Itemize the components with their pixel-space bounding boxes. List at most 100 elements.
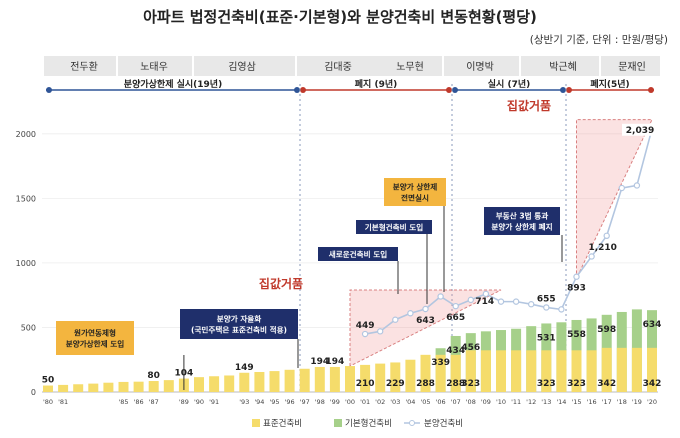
x-tick-label: '94: [254, 398, 264, 406]
x-tick-label: '01: [360, 398, 370, 406]
x-tick-label: '15: [571, 398, 581, 406]
standard-bar: [420, 354, 431, 392]
sale-price-point: [558, 306, 565, 313]
x-tick-label: '98: [315, 398, 325, 406]
annotation-box: [384, 178, 446, 206]
standard-data-label: 288: [446, 379, 465, 389]
sale-price-point: [452, 302, 459, 310]
annotation-text: 기본형건축비 도입: [365, 222, 424, 232]
annotation-text: 새로운건축비 도입: [329, 249, 388, 259]
period-end-dot: [560, 87, 566, 93]
standard-bar: [163, 380, 174, 392]
sale-price-point: [528, 301, 535, 308]
sale-data-label: 893: [567, 284, 586, 294]
standard-bar: [375, 363, 386, 392]
standard-bar: [450, 354, 461, 392]
standard-data-label: 342: [643, 379, 662, 389]
x-tick-label: '07: [451, 398, 461, 406]
standard-bar: [254, 371, 265, 392]
sale-price-point: [407, 310, 414, 317]
annotation-text: 전면실시: [401, 193, 429, 203]
standard-bar: [209, 376, 220, 392]
period-label: 실시 (7년): [488, 78, 530, 90]
x-tick-label: '10: [496, 398, 506, 406]
sale-price-point: [392, 316, 399, 323]
x-tick-label: '99: [330, 398, 340, 406]
standard-data-label: 149: [235, 363, 254, 373]
x-tick-label: '09: [481, 398, 491, 406]
standard-bar: [556, 350, 567, 392]
y-tick-label: 500: [21, 323, 36, 332]
standard-data-label: 210: [356, 379, 375, 389]
annotation-text: 원가연동제형: [74, 328, 116, 338]
standard-bar: [571, 350, 582, 392]
y-tick-label: 0: [31, 388, 36, 397]
standard-bar: [103, 382, 114, 392]
x-tick-label: '19: [632, 398, 642, 406]
president-label: 김대중: [324, 61, 352, 73]
standard-bar: [496, 350, 506, 392]
x-tick-label: '04: [405, 398, 415, 406]
x-tick-label: '18: [617, 398, 627, 406]
bubble-region-2: [576, 119, 653, 279]
x-tick-label: '11: [511, 398, 521, 406]
president-label: 전두환: [70, 61, 98, 73]
annotation-box: [356, 220, 432, 234]
x-tick-label: '90: [194, 398, 204, 406]
standard-bar: [73, 384, 84, 392]
x-tick-label: '06: [436, 398, 446, 406]
y-tick-label: 2000: [16, 130, 36, 139]
president-header-bar: [44, 56, 660, 76]
standard-bar: [601, 347, 612, 392]
chart-title: 아파트 법정건축비(표준·기본형)와 분양건축비 변동현황(평당): [143, 8, 537, 26]
sale-data-label: 665: [446, 313, 465, 323]
standard-data-label: 342: [597, 379, 616, 389]
sale-price-point: [603, 232, 610, 239]
standard-bar: [88, 383, 99, 392]
period-label: 폐지 (9년): [355, 78, 397, 90]
annotation-text: 분양가상한제 도입: [66, 339, 125, 349]
standard-bar: [284, 369, 295, 392]
standard-bar: [586, 350, 597, 392]
x-tick-label: '85: [118, 398, 128, 406]
standard-bar: [480, 350, 491, 392]
bubble-callout-1: 집값거품: [259, 276, 303, 291]
president-label: 박근혜: [549, 61, 577, 73]
standard-bar: [299, 368, 310, 392]
legend-swatch-standard: [252, 419, 260, 427]
period-start-dot: [566, 87, 572, 93]
annotation-text: 부동산 3법 통과: [496, 211, 549, 221]
x-tick-label: '03: [390, 398, 400, 406]
legend-label-standard: 표준건축비: [263, 418, 302, 429]
period-end-dot: [446, 87, 452, 93]
legend-swatch-basic: [334, 419, 342, 427]
sale-data-label: 643: [416, 316, 435, 326]
sale-data-label: 449: [356, 321, 375, 331]
sale-price-point: [422, 305, 429, 313]
standard-data-label: 80: [147, 371, 160, 381]
x-tick-label: '87: [149, 398, 159, 406]
legend-label-basic: 기본형건축비: [345, 418, 392, 429]
period-label: 분양가상한제 실시(19년): [124, 78, 222, 90]
standard-data-label: 323: [537, 379, 556, 389]
x-tick-label: '91: [209, 398, 219, 406]
y-tick-label: 1000: [16, 259, 36, 268]
standard-bar: [329, 366, 340, 392]
standard-data-label: 229: [386, 379, 405, 389]
sale-price-point: [618, 184, 626, 192]
period-label: 폐지(5년): [590, 78, 629, 90]
standard-bar: [465, 350, 476, 392]
sale-data-label: 655: [537, 294, 556, 304]
standard-bar: [511, 350, 522, 392]
sale-data-label: 2,039: [626, 126, 654, 136]
standard-bar: [647, 347, 657, 392]
standard-bar: [269, 371, 280, 392]
standard-bar: [133, 381, 144, 392]
x-tick-label: '14: [556, 398, 566, 406]
annotation-box: [484, 207, 560, 235]
sale-price-point: [377, 328, 384, 335]
x-tick-label: '16: [587, 398, 597, 406]
sale-price-point: [467, 296, 474, 304]
x-tick-label: '12: [526, 398, 536, 406]
